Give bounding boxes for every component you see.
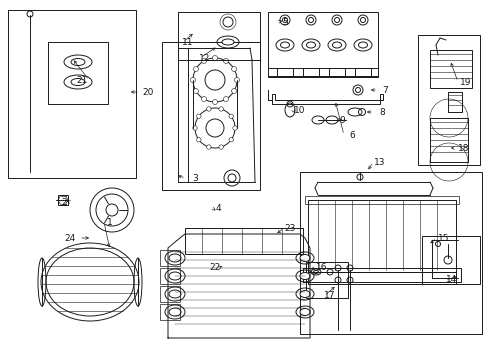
Circle shape [190,77,195,82]
Text: 24: 24 [64,234,76,243]
Circle shape [223,58,228,63]
Text: 6: 6 [348,131,354,140]
Circle shape [206,107,211,111]
Bar [305,196,458,204]
Text: 13: 13 [373,158,385,166]
Text: 11: 11 [182,37,193,46]
Circle shape [212,99,217,104]
Ellipse shape [71,58,85,66]
Bar [178,12,260,60]
Text: 1: 1 [107,217,113,226]
Circle shape [192,126,197,130]
Text: 20: 20 [142,87,153,96]
Text: 12: 12 [199,54,210,63]
Bar [160,286,180,302]
Ellipse shape [306,42,315,48]
Bar [305,262,347,298]
Bar [328,68,345,76]
Ellipse shape [169,272,181,280]
Bar [299,172,481,334]
Ellipse shape [71,78,85,86]
Bar [429,118,467,162]
Ellipse shape [169,290,181,298]
Text: 9: 9 [339,116,344,125]
Circle shape [193,89,198,94]
Ellipse shape [358,42,367,48]
Text: 2: 2 [61,198,67,207]
Bar [276,68,292,76]
Ellipse shape [299,255,309,261]
Text: 21: 21 [76,76,87,85]
Ellipse shape [280,42,289,48]
Bar [303,268,460,282]
Text: 16: 16 [316,264,327,273]
Text: 18: 18 [457,144,469,153]
Circle shape [193,67,198,72]
Text: 5: 5 [282,18,287,27]
Bar [162,42,260,190]
Ellipse shape [169,308,181,316]
Bar [307,272,455,284]
Circle shape [196,114,201,118]
Circle shape [219,107,223,111]
Circle shape [282,18,287,23]
Text: 10: 10 [294,105,305,114]
Text: 4: 4 [215,203,221,212]
Bar [307,200,455,272]
Bar [8,10,136,178]
Circle shape [219,145,223,149]
Bar [429,50,471,88]
Circle shape [234,77,239,82]
Ellipse shape [299,291,309,297]
Text: 23: 23 [284,224,295,233]
Text: 22: 22 [209,264,220,273]
Bar [421,236,479,284]
Circle shape [228,114,233,118]
Text: 17: 17 [324,291,335,300]
Text: 19: 19 [459,77,471,86]
Text: 15: 15 [437,234,449,243]
Ellipse shape [299,273,309,279]
Bar [48,42,108,104]
Bar [354,68,370,76]
Circle shape [231,89,236,94]
Circle shape [201,58,206,63]
Bar [447,92,461,112]
Bar [303,68,318,76]
Ellipse shape [46,248,134,316]
Circle shape [196,138,201,142]
Circle shape [231,67,236,72]
Circle shape [334,18,339,23]
Circle shape [355,87,360,93]
Text: 14: 14 [446,275,457,284]
Text: 3: 3 [192,174,198,183]
Circle shape [212,55,217,60]
Bar [267,12,377,77]
Ellipse shape [332,42,341,48]
Circle shape [206,145,211,149]
Bar [160,268,180,284]
Circle shape [360,18,365,23]
Circle shape [201,96,206,102]
Bar [184,228,303,254]
Text: 8: 8 [378,108,384,117]
Bar [160,304,180,320]
Ellipse shape [299,309,309,315]
Circle shape [308,18,313,23]
Bar [58,195,68,205]
Bar [417,35,479,165]
Ellipse shape [169,254,181,262]
Circle shape [223,96,228,102]
Circle shape [232,126,237,130]
Bar [160,250,180,266]
Ellipse shape [222,39,234,45]
Circle shape [228,138,233,142]
Text: 7: 7 [381,86,387,95]
Ellipse shape [313,270,318,274]
